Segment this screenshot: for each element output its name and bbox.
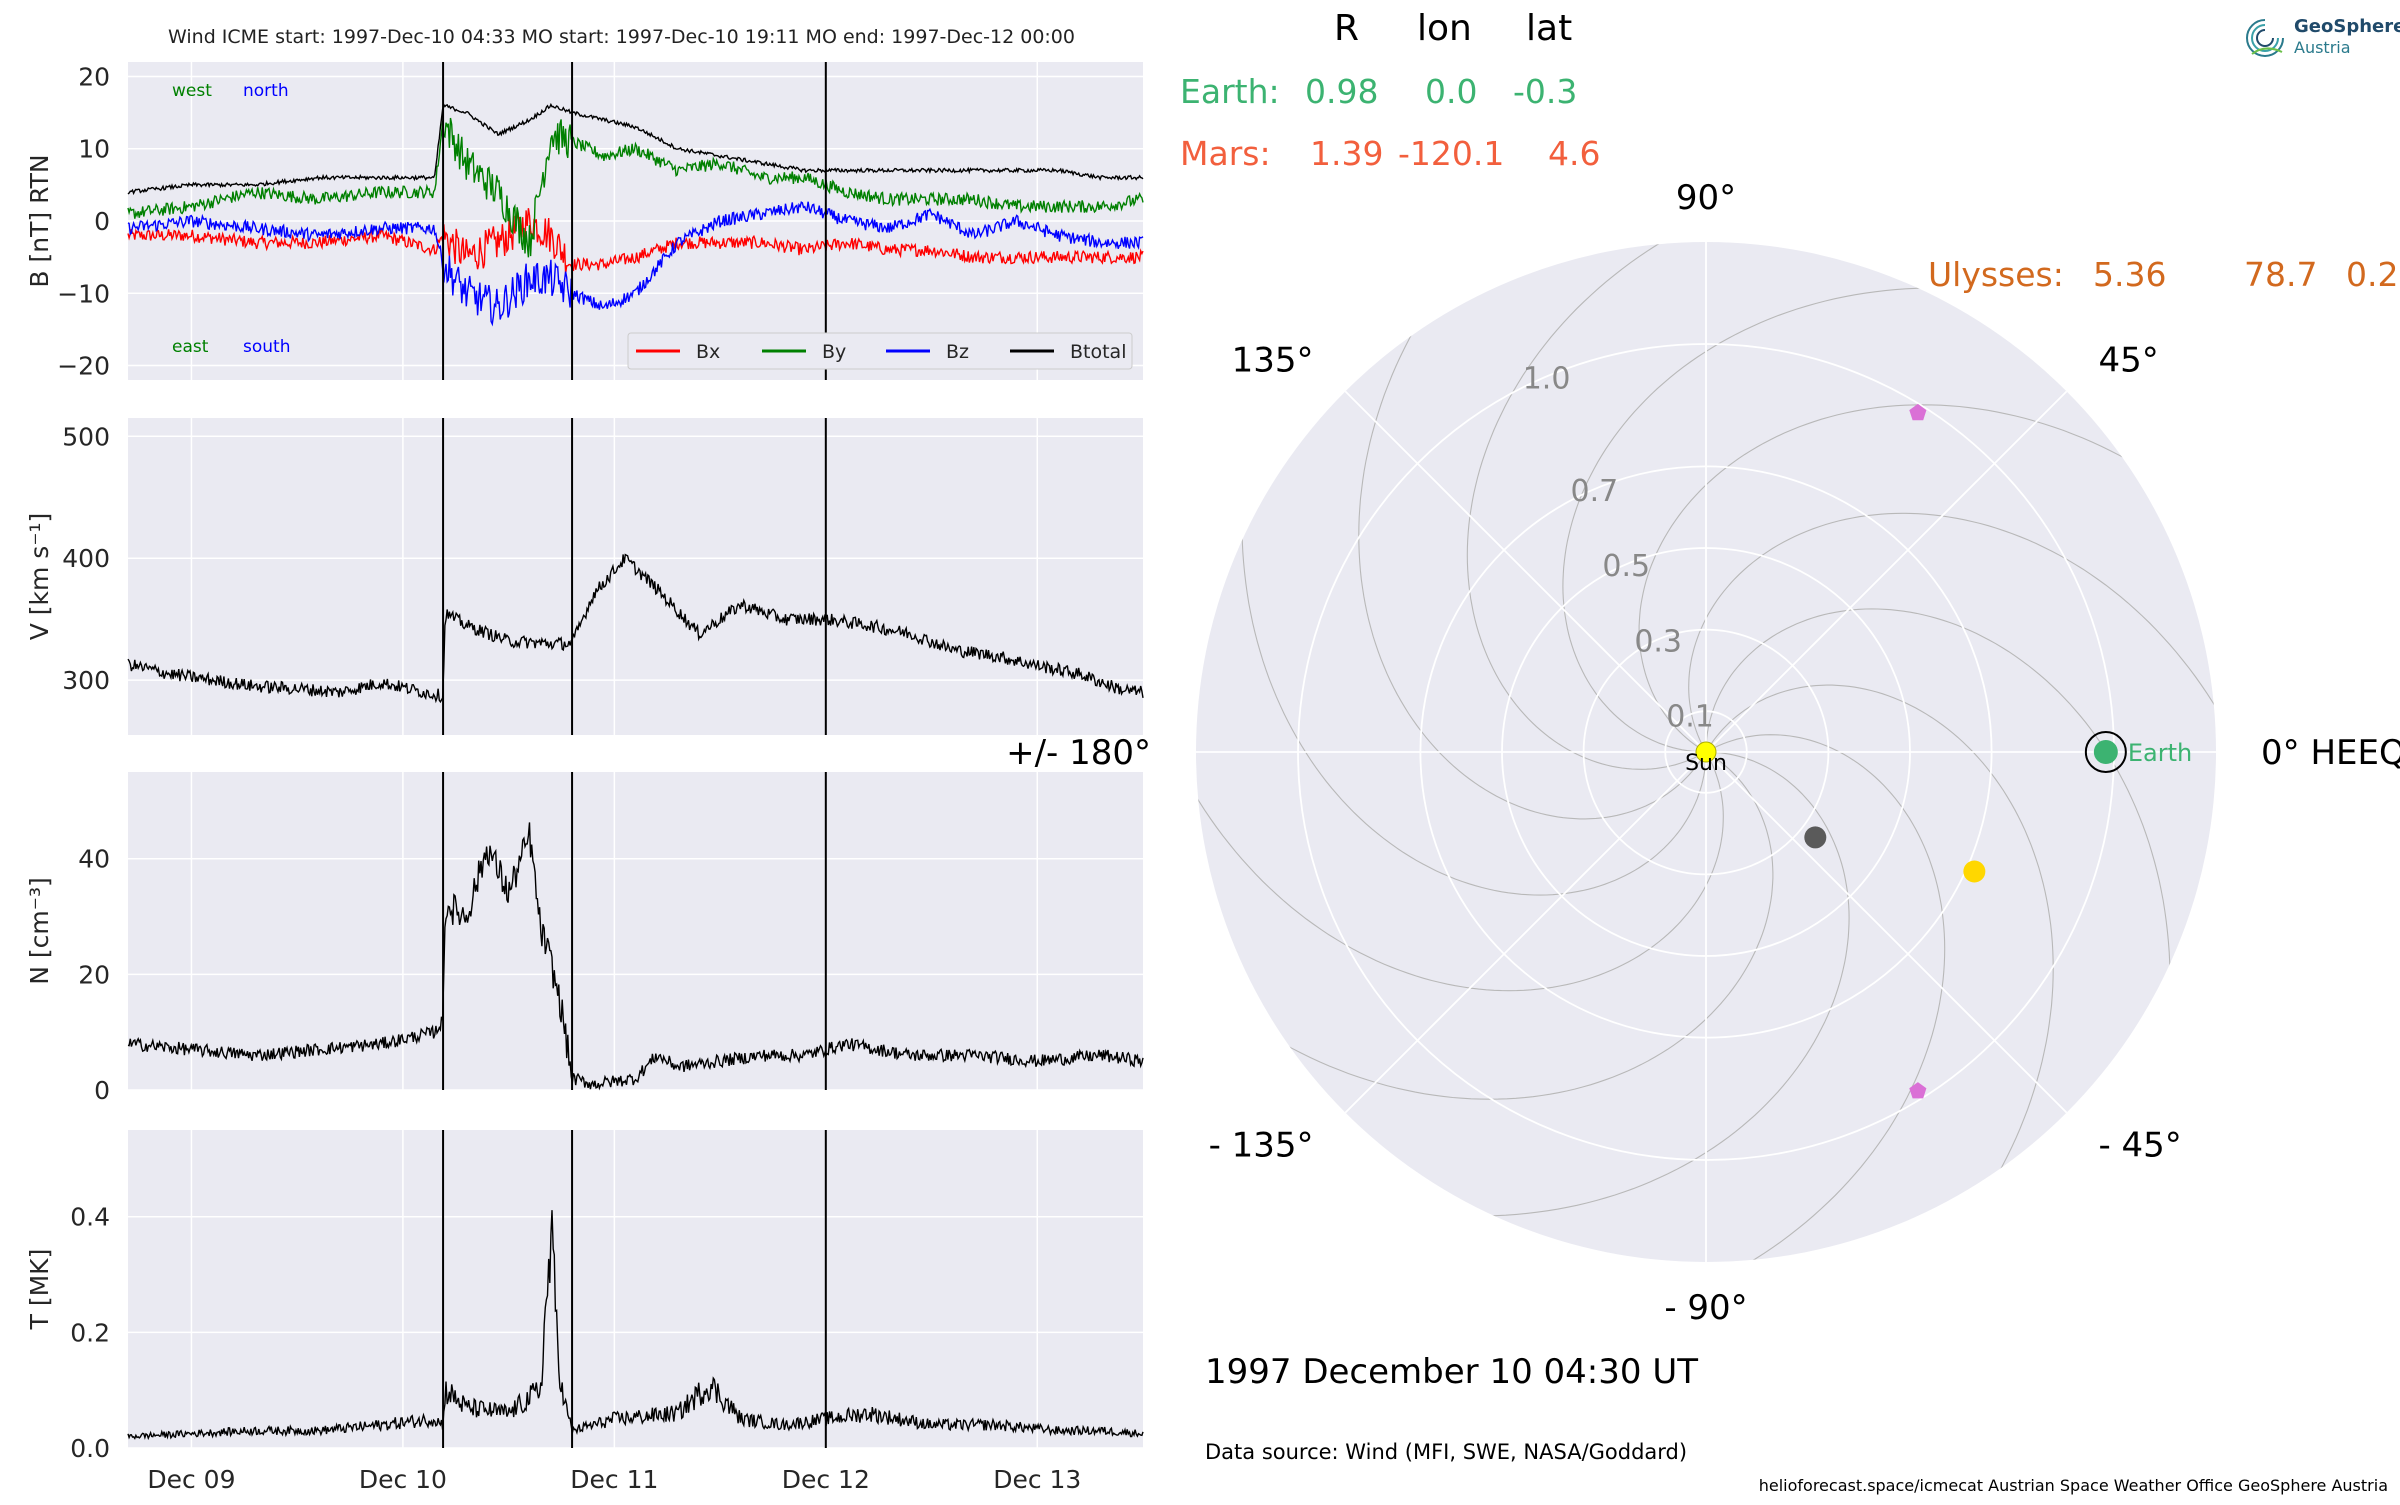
corner-label-south: south <box>243 337 290 357</box>
mars-name: Mars: <box>1180 134 1271 173</box>
y-tick-label: 20 <box>78 960 110 989</box>
source-label: Data source: Wind (MFI, SWE, NASA/Goddar… <box>1205 1440 1688 1464</box>
ulysses-lat: 0.2 <box>2346 255 2399 294</box>
radial-tick-label: 1.0 <box>1523 361 1571 396</box>
mars-lon: -120.1 <box>1398 134 1505 173</box>
earth-lon: 0.0 <box>1425 72 1478 111</box>
y-tick-label: −20 <box>57 352 110 381</box>
y-tick-label: 20 <box>78 62 110 91</box>
ulysses-r: 5.36 <box>2093 255 2167 294</box>
legend-box <box>627 332 1133 370</box>
y-tick-label: 500 <box>62 422 110 451</box>
legend-label-By: By <box>822 341 846 363</box>
angle-label: 135° <box>1232 341 1314 381</box>
earth-label: Earth <box>2128 739 2192 767</box>
angle-label: - 45° <box>2098 1125 2181 1165</box>
logo-line1: GeoSphere <box>2294 16 2400 37</box>
logo-line2: Austria <box>2294 38 2351 57</box>
y-axis-label: B [nT] RTN <box>25 154 54 287</box>
series-line-By <box>127 117 1144 258</box>
y-tick-label: 0 <box>94 207 110 236</box>
angle-label: 0° HEEQ <box>2261 733 2400 773</box>
x-tick-label: Dec 13 <box>993 1465 1081 1494</box>
angle-label: 45° <box>2098 341 2158 381</box>
planet-marker-Sun <box>1695 741 1717 763</box>
column-header-lat: lat <box>1526 8 1573 49</box>
spacecraft-marker <box>1909 1082 1927 1099</box>
x-tick-label: Dec 11 <box>570 1465 658 1494</box>
series-line-Bz <box>127 201 1144 327</box>
y-axis-label: N [cm⁻³] <box>25 877 54 984</box>
y-tick-label: 0 <box>94 1076 110 1105</box>
ulysses-lon: 78.7 <box>2244 255 2318 294</box>
y-tick-label: 0.0 <box>70 1434 110 1463</box>
logo-swirl-icon <box>2246 19 2284 57</box>
radial-tick-label: 0.1 <box>1666 699 1714 734</box>
column-header-lon: lon <box>1417 8 1472 49</box>
mars-r: 1.39 <box>1310 134 1384 173</box>
y-tick-label: 10 <box>78 135 110 164</box>
series-line-T <box>127 1210 1144 1441</box>
legend-label-Bx: Bx <box>696 341 720 363</box>
angle-label: 90° <box>1676 178 1736 218</box>
spacecraft-marker <box>1909 403 1927 421</box>
earth-name: Earth: <box>1180 72 1280 111</box>
series-line-Bx <box>127 208 1144 274</box>
angular-grid-line <box>1344 751 1707 1114</box>
y-tick-label: 40 <box>78 845 110 874</box>
earth-ring-marker <box>2084 731 2127 773</box>
earth-lat: -0.3 <box>1513 72 1578 111</box>
y-tick-label: 400 <box>62 544 110 573</box>
series-line-V <box>127 553 1144 704</box>
y-tick-label: 300 <box>62 666 110 695</box>
date-label: 1997 December 10 04:30 UT <box>1205 1352 1698 1392</box>
panel-background-speed <box>128 418 1143 735</box>
x-tick-label: Dec 12 <box>782 1465 870 1494</box>
planet-marker-Earth <box>2093 740 2118 764</box>
earth-r: 0.98 <box>1305 72 1379 111</box>
series-line-Btotal <box>127 102 1144 196</box>
radial-tick-label: 0.7 <box>1571 474 1619 509</box>
panel-background-density <box>128 772 1143 1090</box>
corner-label-north: north <box>243 81 289 101</box>
y-tick-label: 0.4 <box>70 1203 110 1232</box>
sun-label: Sun <box>1685 751 1727 776</box>
panel-background-temperature <box>128 1130 1143 1448</box>
footer-credits: helioforecast.space/icmecat Austrian Spa… <box>1758 1476 2388 1495</box>
corner-label-east: east <box>172 337 209 357</box>
mars-lat: 4.6 <box>1548 134 1601 173</box>
radial-tick-label: 0.3 <box>1634 624 1682 659</box>
angular-grid-line <box>1705 751 2068 1114</box>
planet-marker-Venus-like yellow planet <box>1963 860 1986 883</box>
radial-tick-label: 0.5 <box>1602 549 1650 584</box>
y-tick-label: −10 <box>57 279 110 308</box>
angle-label: - 135° <box>1209 1125 1314 1165</box>
angular-grid-line <box>1705 390 2068 753</box>
angle-label: - 90° <box>1664 1288 1747 1328</box>
ulysses-name: Ulysses: <box>1928 255 2064 294</box>
geosphere-logo: GeoSphere Austria <box>2240 14 2400 62</box>
plot-title: Wind ICME start: 1997-Dec-10 04:33 MO st… <box>168 26 1075 48</box>
column-header-r: R <box>1334 8 1360 49</box>
planet-marker-Mercury-like grey planet <box>1804 826 1827 849</box>
y-axis-label: T [MK] <box>25 1249 54 1331</box>
legend-label-Bz: Bz <box>946 341 969 363</box>
y-axis-label: V [km s⁻¹] <box>25 513 54 641</box>
y-tick-label: 0.2 <box>70 1318 110 1347</box>
legend-label-Btotal: Btotal <box>1070 341 1126 363</box>
x-tick-label: Dec 09 <box>147 1465 235 1494</box>
angular-grid-line <box>1344 390 1707 753</box>
angle-label: +/- 180° <box>1006 733 1151 773</box>
corner-label-west: west <box>172 81 212 101</box>
x-tick-label: Dec 10 <box>359 1465 447 1494</box>
series-line-N <box>127 822 1144 1091</box>
